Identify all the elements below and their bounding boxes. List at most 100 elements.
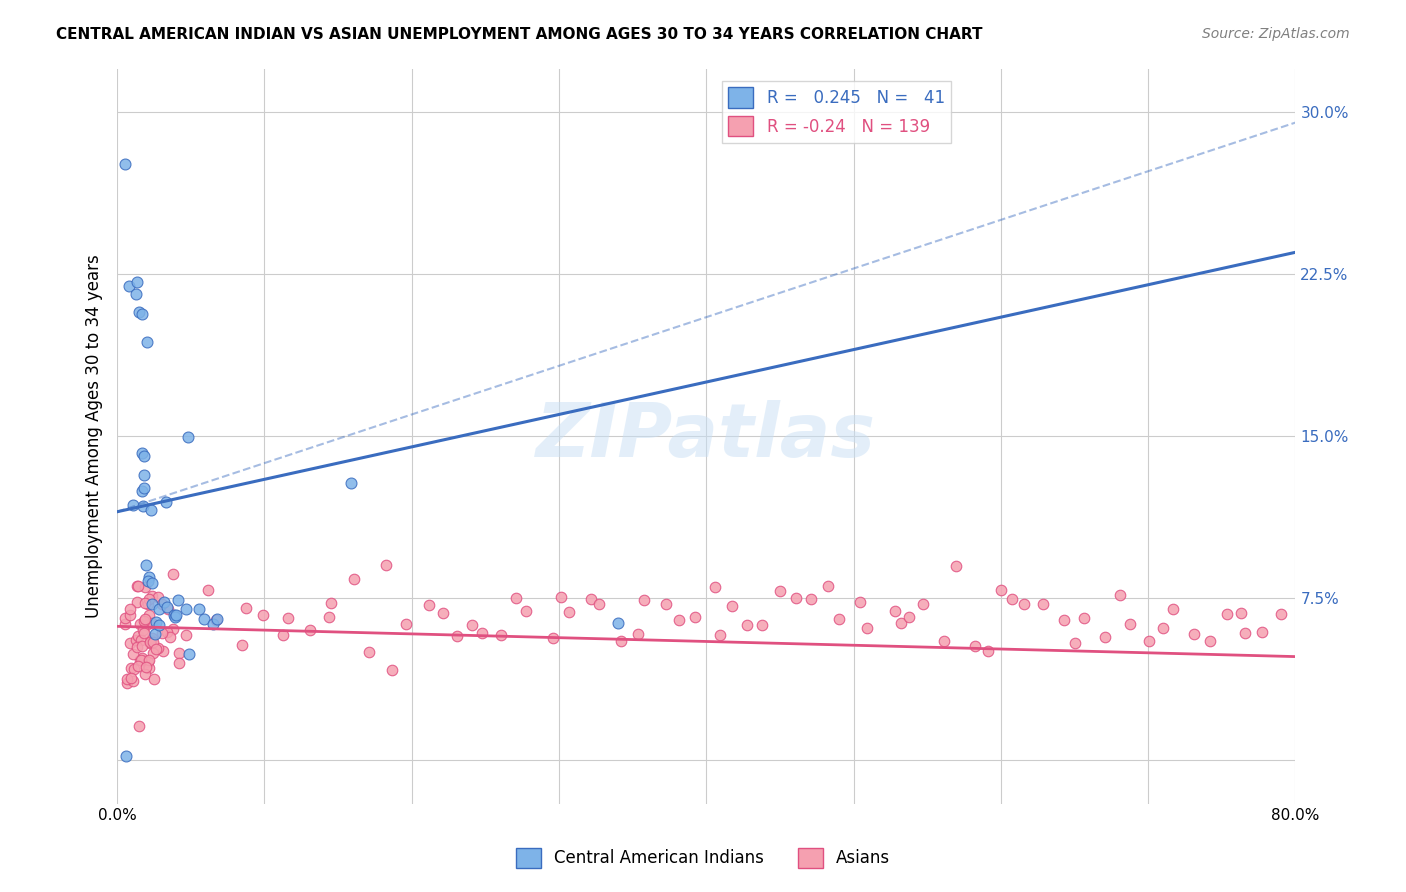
Point — [395, 616, 418, 631]
Point — [1094, 631, 1116, 645]
Point — [114, 748, 136, 763]
Point — [165, 610, 187, 624]
Point — [136, 597, 159, 611]
Point — [177, 430, 200, 444]
Point — [683, 609, 706, 624]
Point — [152, 595, 174, 609]
Point — [127, 640, 149, 654]
Point — [380, 664, 402, 678]
Point — [167, 656, 190, 670]
Text: CENTRAL AMERICAN INDIAN VS ASIAN UNEMPLOYMENT AMONG AGES 30 TO 34 YEARS CORRELAT: CENTRAL AMERICAN INDIAN VS ASIAN UNEMPLO… — [56, 27, 983, 42]
Point — [122, 647, 145, 661]
Point — [142, 646, 165, 660]
Legend: Central American Indians, Asians: Central American Indians, Asians — [509, 841, 897, 875]
Point — [557, 605, 579, 619]
Point — [945, 558, 967, 573]
Point — [1073, 611, 1095, 625]
Point — [515, 604, 537, 618]
Point — [489, 628, 512, 642]
Point — [785, 591, 807, 606]
Point — [607, 615, 630, 630]
Point — [977, 644, 1000, 658]
Point — [668, 614, 690, 628]
Point — [655, 597, 678, 611]
Point — [132, 481, 155, 495]
Point — [610, 634, 633, 648]
Point — [318, 610, 340, 624]
Point — [143, 672, 166, 686]
Point — [735, 618, 758, 632]
Point — [139, 636, 162, 650]
Point — [374, 558, 396, 572]
Point — [159, 630, 181, 644]
Point — [146, 591, 169, 605]
Point — [139, 633, 162, 648]
Point — [135, 618, 157, 632]
Point — [849, 595, 872, 609]
Point — [541, 631, 564, 645]
Point — [134, 666, 156, 681]
Text: Source: ZipAtlas.com: Source: ZipAtlas.com — [1202, 27, 1350, 41]
Point — [163, 608, 186, 623]
Point — [1215, 607, 1237, 621]
Point — [1230, 607, 1253, 621]
Point — [340, 476, 363, 491]
Point — [127, 275, 149, 289]
Point — [155, 495, 177, 509]
Point — [138, 608, 160, 623]
Point — [768, 584, 790, 599]
Point — [162, 567, 184, 582]
Point — [118, 636, 141, 650]
Point — [114, 616, 136, 631]
Point — [134, 615, 156, 629]
Text: ZIPatlas: ZIPatlas — [536, 400, 876, 473]
Point — [1152, 621, 1174, 635]
Point — [505, 591, 527, 605]
Point — [138, 653, 160, 667]
Point — [897, 610, 920, 624]
Point — [1250, 625, 1272, 640]
Point — [446, 629, 468, 643]
Point — [235, 600, 257, 615]
Point — [131, 446, 153, 460]
Point — [1118, 616, 1140, 631]
Point — [134, 449, 156, 463]
Point — [134, 580, 156, 594]
Point — [141, 589, 163, 603]
Point — [471, 625, 494, 640]
Point — [148, 617, 170, 632]
Point — [141, 503, 163, 517]
Point — [134, 596, 156, 610]
Point — [202, 616, 225, 631]
Point — [165, 608, 187, 623]
Point — [174, 628, 197, 642]
Point — [703, 580, 725, 594]
Point — [138, 661, 160, 675]
Point — [131, 484, 153, 499]
Point — [357, 645, 380, 659]
Point — [709, 628, 731, 642]
Point — [152, 644, 174, 658]
Y-axis label: Unemployment Among Ages 30 to 34 years: Unemployment Among Ages 30 to 34 years — [86, 254, 103, 618]
Point — [188, 602, 211, 616]
Point — [122, 498, 145, 512]
Point — [138, 592, 160, 607]
Point — [128, 616, 150, 631]
Point — [828, 612, 851, 626]
Point — [1032, 597, 1054, 611]
Point — [633, 593, 655, 607]
Point — [1012, 597, 1035, 611]
Legend: R =   0.245   N =   41, R = -0.24   N = 139: R = 0.245 N = 41, R = -0.24 N = 139 — [721, 80, 952, 143]
Point — [990, 582, 1012, 597]
Point — [179, 647, 201, 661]
Point — [890, 616, 912, 631]
Point — [114, 156, 136, 170]
Point — [1109, 588, 1132, 602]
Point — [155, 625, 177, 640]
Point — [135, 558, 157, 572]
Point — [721, 599, 744, 613]
Point — [141, 615, 163, 630]
Point — [817, 579, 839, 593]
Point — [252, 607, 274, 622]
Point — [197, 582, 219, 597]
